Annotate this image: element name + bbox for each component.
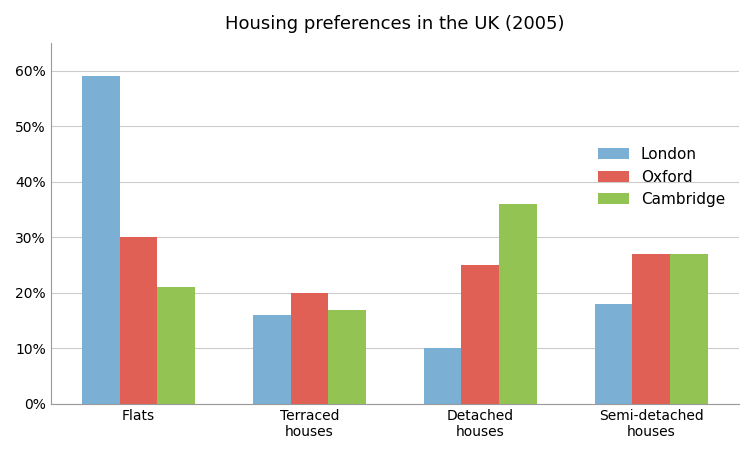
Bar: [290, 293, 328, 404]
Legend: London, Oxford, Cambridge: London, Oxford, Cambridge: [592, 141, 731, 213]
Bar: [82, 76, 120, 404]
Title: Housing preferences in the UK (2005): Housing preferences in the UK (2005): [225, 15, 565, 33]
Bar: [157, 287, 195, 404]
Bar: [120, 237, 157, 404]
Bar: [595, 304, 633, 404]
Bar: [424, 348, 461, 404]
Bar: [253, 315, 290, 404]
Bar: [633, 254, 670, 404]
Bar: [670, 254, 708, 404]
Bar: [328, 310, 366, 404]
Bar: [499, 204, 537, 404]
Bar: [461, 265, 499, 404]
